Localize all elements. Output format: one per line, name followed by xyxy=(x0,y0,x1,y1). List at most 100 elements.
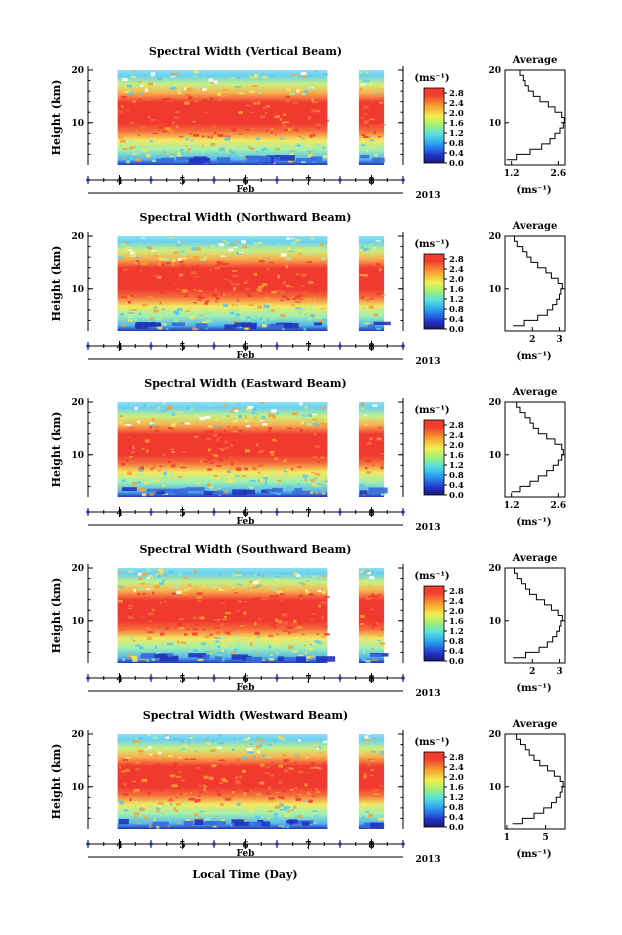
heatmap-cell xyxy=(320,242,323,247)
y-axis-label: Height (km) xyxy=(50,412,63,488)
heatmap-cell xyxy=(314,424,321,427)
heatmap-cell xyxy=(228,795,234,798)
heatmap-cell xyxy=(265,792,270,795)
heatmap-cell xyxy=(367,270,373,274)
heatmap-cell xyxy=(145,588,151,590)
heatmap-cell xyxy=(201,135,205,138)
heatmap-cell xyxy=(314,743,319,746)
heatmap-cell xyxy=(313,322,323,326)
heatmap-cell xyxy=(248,805,254,809)
avg-x-tick-label: 1.2 xyxy=(504,501,520,511)
heatmap-cell xyxy=(319,471,324,474)
heatmap-cell xyxy=(211,125,217,128)
heatmap-cell xyxy=(283,769,289,773)
heatmap-cell xyxy=(184,269,190,272)
heatmap-cell xyxy=(169,472,173,476)
heatmap-cell xyxy=(196,592,203,595)
heatmap-cell xyxy=(294,301,301,303)
heatmap-cell xyxy=(359,97,365,100)
heatmap-cell xyxy=(209,633,213,636)
heatmap-cell xyxy=(289,92,295,95)
heatmap-cell xyxy=(202,461,209,463)
heatmap-cell xyxy=(316,758,321,761)
colorbar-tick-label: 0.8 xyxy=(449,637,464,647)
heatmap-cell xyxy=(247,587,250,589)
heatmap-cell xyxy=(294,238,301,242)
heatmap-cell xyxy=(364,281,371,284)
heatmap-cell xyxy=(210,297,217,300)
heatmap-cell xyxy=(215,297,220,301)
heatmap-cell xyxy=(231,654,248,660)
heatmap-cell xyxy=(286,298,291,301)
heatmap-cell xyxy=(282,281,286,285)
heatmap-cell xyxy=(291,412,298,416)
heatmap-cell xyxy=(153,274,159,277)
heatmap-cell xyxy=(235,758,241,762)
heatmap-cell xyxy=(321,490,325,494)
heatmap-cell xyxy=(132,309,137,311)
heatmap-cell xyxy=(224,612,231,615)
heatmap-cell xyxy=(321,102,326,106)
heatmap-cell xyxy=(251,127,257,132)
heatmap-cell xyxy=(180,792,183,796)
heatmap-cell xyxy=(199,271,205,274)
heatmap-cell xyxy=(213,636,217,639)
heatmap-cell xyxy=(196,589,199,591)
heatmap-cell xyxy=(290,480,294,484)
heatmap-cell xyxy=(297,248,301,251)
heatmap-cell xyxy=(222,135,229,138)
heatmap-cell xyxy=(265,478,268,482)
heatmap-cell xyxy=(366,614,370,617)
heatmap-cell xyxy=(182,592,188,596)
heatmap-cell xyxy=(324,480,328,482)
heatmap-cell xyxy=(235,313,240,317)
heatmap-cell xyxy=(321,575,328,577)
heatmap-cell xyxy=(243,248,249,252)
heatmap-cell xyxy=(293,607,296,609)
heatmap-cell xyxy=(285,469,291,471)
heatmap-cell xyxy=(306,580,309,582)
heatmap-cell xyxy=(126,273,132,277)
heatmap-cell xyxy=(281,295,287,299)
heatmap-cell xyxy=(280,644,285,647)
heatmap-cell xyxy=(252,586,258,589)
heatmap-cell xyxy=(206,277,211,280)
heatmap-cell xyxy=(363,412,367,416)
heatmap-cell xyxy=(235,610,241,612)
y-tick-label: 10 xyxy=(71,285,84,295)
heatmap-cell xyxy=(363,617,366,619)
heatmap-cell xyxy=(138,658,142,661)
heatmap-cell xyxy=(218,321,222,325)
heatmap-cell xyxy=(292,85,295,88)
heatmap-cell xyxy=(219,457,223,460)
heatmap-cell xyxy=(233,304,238,308)
heatmap-cell xyxy=(286,434,290,439)
x-tick-label: 8 xyxy=(368,177,374,187)
heatmap-cell xyxy=(360,83,366,86)
heatmap-cell xyxy=(164,734,169,737)
heatmap-cell xyxy=(268,426,273,430)
heatmap-cell xyxy=(134,742,138,745)
heatmap-cell xyxy=(368,813,373,818)
heatmap-cell xyxy=(220,759,226,762)
heatmap-cell xyxy=(118,135,124,140)
heatmap-cell xyxy=(251,470,255,474)
heatmap-cell xyxy=(244,449,250,453)
month-label: Feb xyxy=(237,517,255,527)
heatmap-cell xyxy=(209,461,214,464)
heatmap-cell xyxy=(312,822,317,824)
heatmap-cell xyxy=(123,241,129,244)
heatmap-cell xyxy=(204,302,209,305)
colorbar-tick-label: 0.4 xyxy=(449,481,464,491)
heatmap-cell xyxy=(258,91,262,94)
heatmap-cell xyxy=(195,596,202,599)
heatmap-cell xyxy=(130,70,136,72)
heatmap-cell xyxy=(298,594,303,598)
heatmap-cell xyxy=(229,149,232,152)
heatmap-cell xyxy=(176,590,181,595)
heatmap-cell xyxy=(381,646,385,650)
heatmap-cell xyxy=(150,72,156,76)
y-tick-label: 10 xyxy=(71,451,84,461)
heatmap-cell xyxy=(254,455,258,457)
heatmap-cell xyxy=(265,313,270,317)
